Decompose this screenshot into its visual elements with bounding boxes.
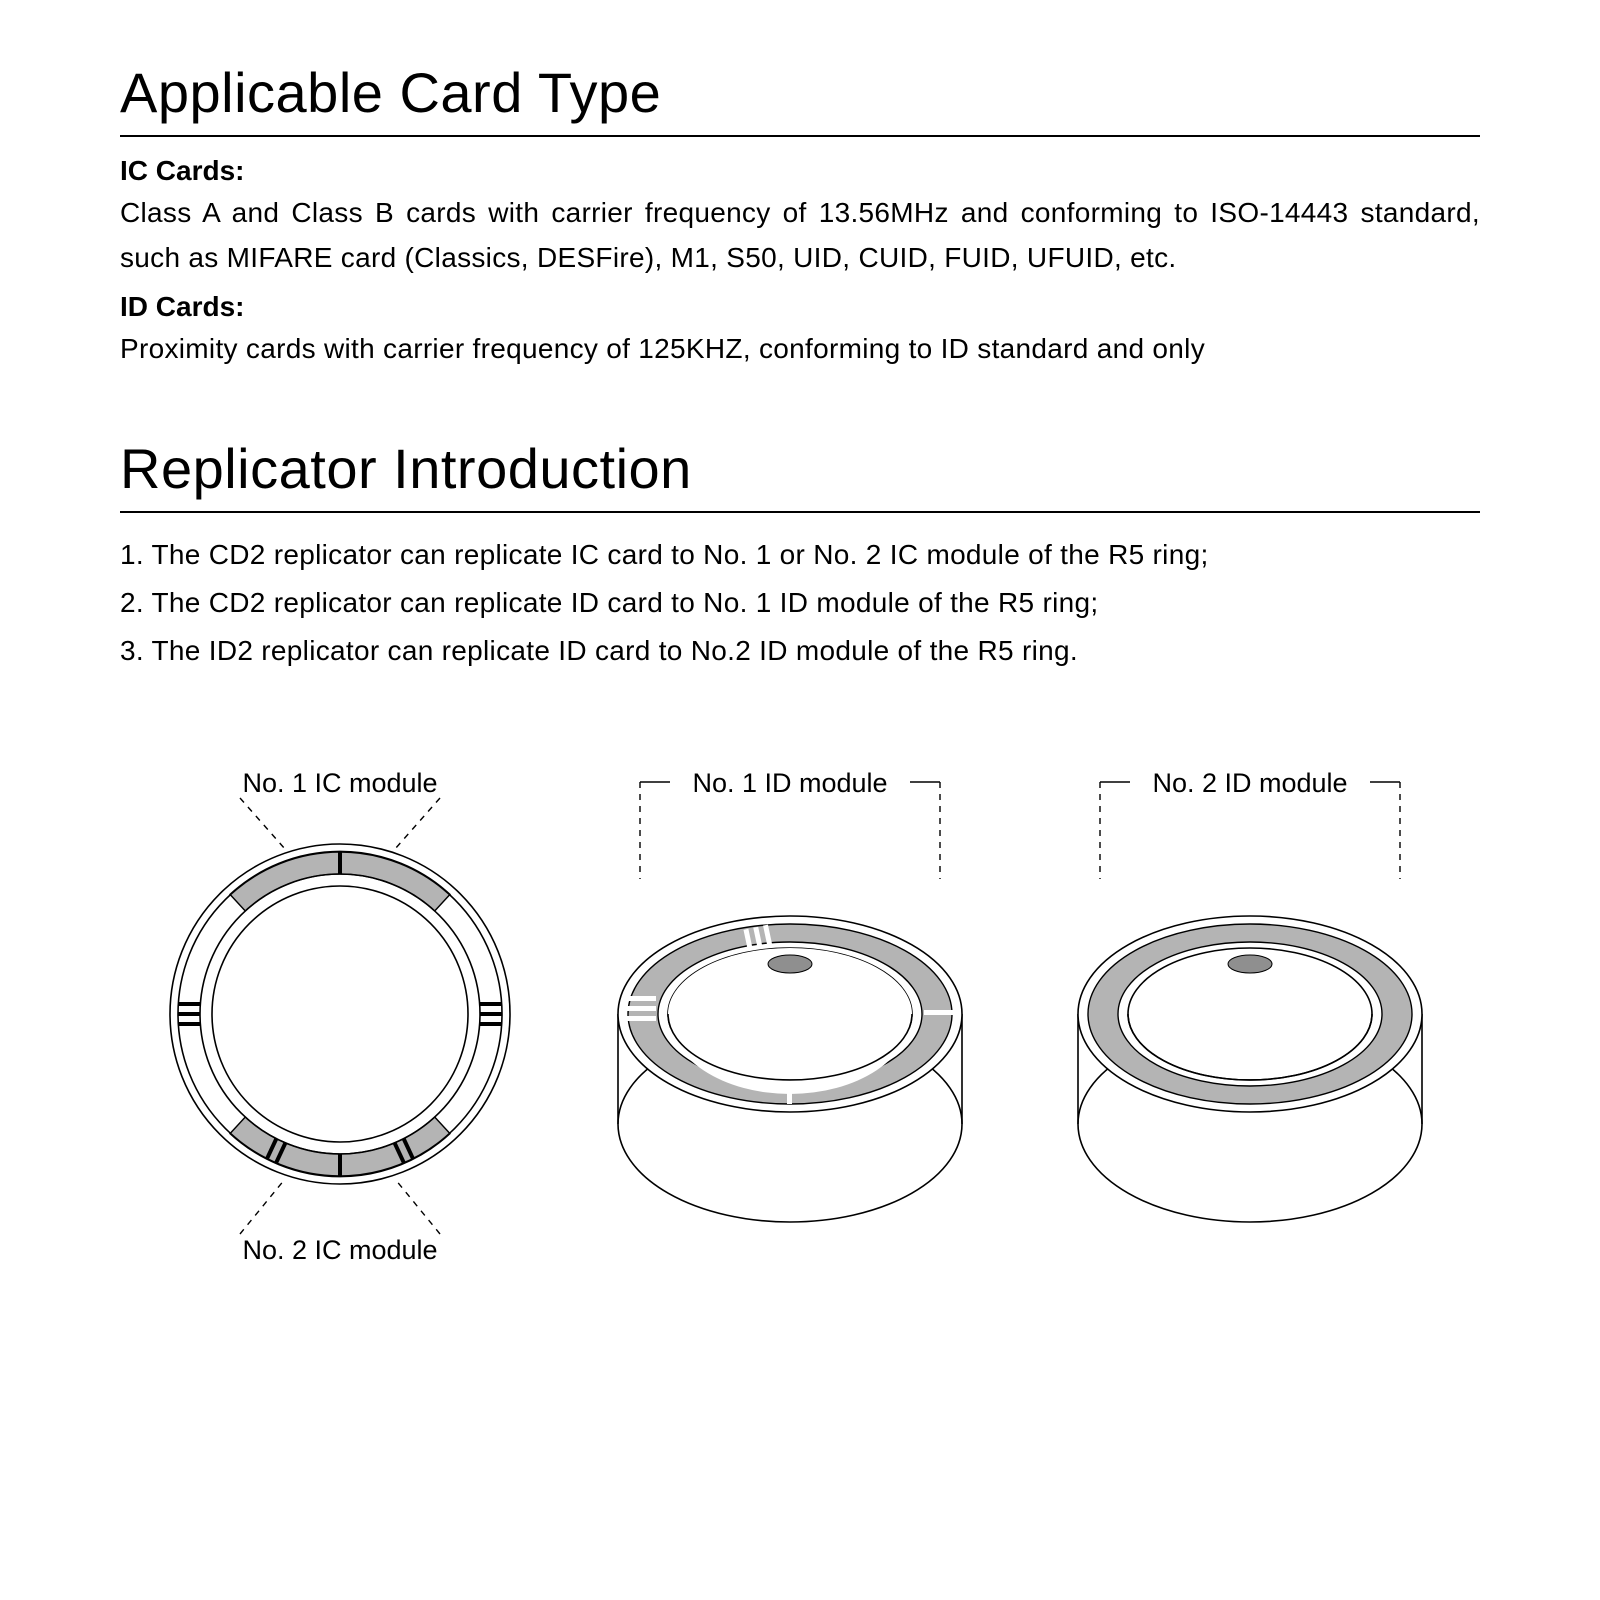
section2-rule [120,511,1480,513]
d3-top-label: No. 2 ID module [1152,768,1347,798]
d2-top-label: No. 1 ID module [692,768,887,798]
id-cards-label: ID Cards: [120,291,1480,323]
replicator-list: 1. The CD2 replicator can replicate IC c… [120,531,1480,674]
ic-cards-label: IC Cards: [120,155,1480,187]
ic-cards-body: Class A and Class B cards with carrier f… [120,191,1480,281]
section1-title: Applicable Card Type [120,60,1480,125]
d1-bottom-label: No. 2 IC module [242,1235,437,1264]
list-item: 3. The ID2 replicator can replicate ID c… [120,627,1480,675]
list-item: 1. The CD2 replicator can replicate IC c… [120,531,1480,579]
section1-rule [120,135,1480,137]
list-item: 2. The CD2 replicator can replicate ID c… [120,579,1480,627]
diagram-ic-modules: No. 1 IC module [130,764,550,1269]
section2-title: Replicator Introduction [120,436,1480,501]
d1-top-label: No. 1 IC module [242,768,437,798]
id-cards-body: Proximity cards with carrier frequency o… [120,327,1480,372]
diagram-id2-module: No. 2 ID module [1030,764,1470,1269]
diagram-id1-module: No. 1 ID module [570,764,1010,1269]
